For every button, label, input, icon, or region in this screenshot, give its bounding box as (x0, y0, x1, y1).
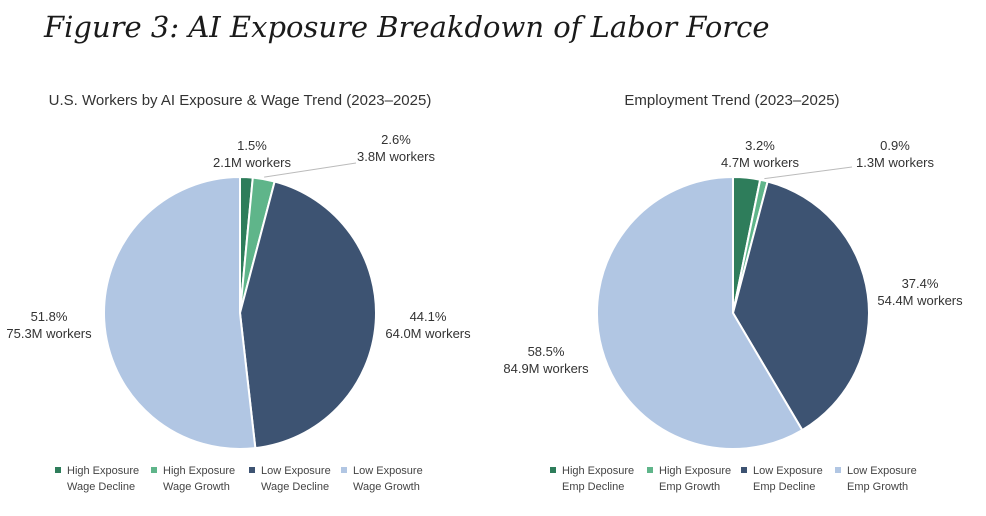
legend-label: Low Exposure Wage Decline (261, 465, 331, 493)
data-label-percent: 0.9% (880, 138, 910, 153)
pie-slice-low-exposure-emp-growth (596, 175, 804, 450)
data-label: 51.8% 75.3M workers (6, 309, 92, 341)
data-label-percent: 3.2% (745, 138, 775, 153)
data-label-percent: 51.8% (31, 309, 68, 324)
data-label: 58.5% 84.9M workers (503, 344, 589, 376)
figure-title: Figure 3: AI Exposure Breakdown of Labor… (44, 10, 770, 44)
data-label-workers: 2.1M workers (213, 155, 292, 170)
legend-item: Low Exposure Wage Growth (341, 465, 423, 493)
legend-label: High Exposure Wage Growth (163, 465, 235, 493)
data-label-workers: 54.4M workers (877, 293, 963, 308)
data-label: 2.6% 3.8M workers (357, 132, 436, 164)
legend-swatch (835, 467, 841, 473)
legend-swatch (647, 467, 653, 473)
data-label-percent: 37.4% (902, 276, 939, 291)
pie-slice-low-exposure-emp-decline (731, 180, 870, 432)
data-label-percent: 1.5% (237, 138, 267, 153)
pie-chart-2: Employment Trend (2023–2025) 3.2% 4.7M wor… (503, 92, 963, 493)
legend-swatch (151, 467, 157, 473)
legend-swatch (249, 467, 255, 473)
data-label: 37.4% 54.4M workers (877, 276, 963, 308)
data-label: 0.9% 1.3M workers (856, 138, 935, 170)
pie-chart-1: U.S. Workers by AI Exposure & Wage Trend… (6, 92, 471, 493)
data-label-percent: 58.5% (528, 344, 565, 359)
legend-item: High Exposure Wage Growth (151, 465, 235, 493)
data-label: 3.2% 4.7M workers (721, 138, 800, 170)
chart-title: U.S. Workers by AI Exposure & Wage Trend… (49, 92, 432, 109)
data-label-percent: 44.1% (410, 309, 447, 324)
legend-label: Low Exposure Emp Growth (847, 465, 917, 493)
data-label: 1.5% 2.1M workers (213, 138, 292, 170)
legend-item: High Exposure Emp Decline (550, 465, 634, 493)
legend-item: High Exposure Emp Growth (647, 465, 731, 493)
data-label-workers: 4.7M workers (721, 155, 800, 170)
chart-title: Employment Trend (2023–2025) (624, 92, 839, 109)
leader-line (764, 166, 853, 180)
legend-label: High Exposure Emp Growth (659, 465, 731, 493)
data-label-workers: 1.3M workers (856, 155, 935, 170)
legend-item: Low Exposure Emp Decline (741, 465, 823, 493)
legend-swatch (550, 467, 556, 473)
legend-item: High Exposure Wage Decline (55, 465, 139, 493)
data-label-workers: 3.8M workers (357, 149, 436, 164)
legend-label: High Exposure Wage Decline (67, 465, 139, 493)
pie-slice-low-exposure-wage-growth (103, 175, 257, 450)
legend-label: High Exposure Emp Decline (562, 465, 634, 493)
data-label: 44.1% 64.0M workers (385, 309, 471, 341)
legend-swatch (741, 467, 747, 473)
legend-swatch (55, 467, 61, 473)
data-label-workers: 75.3M workers (6, 326, 92, 341)
legend-item: Low Exposure Emp Growth (835, 465, 917, 493)
data-label-workers: 64.0M workers (385, 326, 471, 341)
legend-label: Low Exposure Wage Growth (353, 465, 423, 493)
leader-line (264, 162, 357, 178)
data-label-percent: 2.6% (381, 132, 411, 147)
pie-slice-low-exposure-wage-decline (238, 180, 377, 450)
legend-item: Low Exposure Wage Decline (249, 465, 331, 493)
legend-swatch (341, 467, 347, 473)
data-label-workers: 84.9M workers (503, 361, 589, 376)
legend-label: Low Exposure Emp Decline (753, 465, 823, 493)
